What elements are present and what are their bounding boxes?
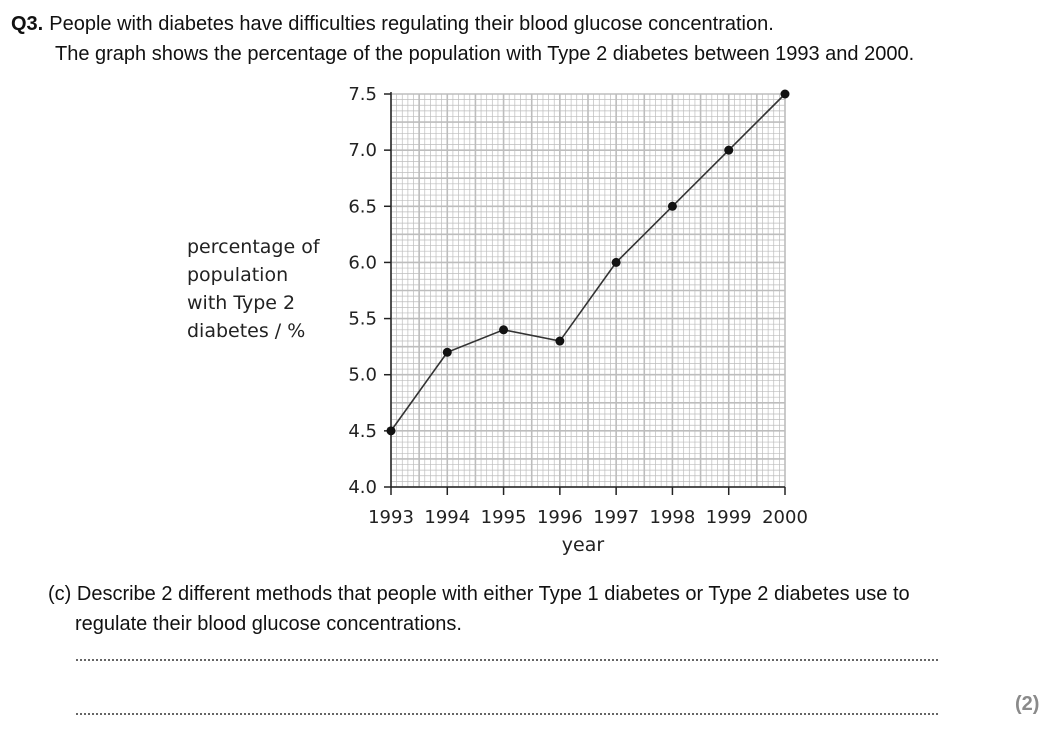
data-point [611, 257, 621, 267]
y-tick-label: 4.0 [348, 477, 377, 498]
y-tick-label: 5.0 [348, 365, 377, 386]
x-tick-label: 1993 [368, 507, 414, 528]
y-tick-label: 7.5 [348, 84, 377, 105]
answer-line-1[interactable] [76, 659, 938, 661]
data-point [724, 145, 734, 155]
y-tick-label: 4.5 [348, 421, 377, 442]
series-line [390, 93, 786, 432]
x-tick-label: 1994 [424, 507, 470, 528]
x-axis-label: year [562, 534, 605, 556]
data-point [386, 426, 396, 436]
x-tick-label: 1995 [481, 507, 527, 528]
data-point [555, 336, 565, 346]
data-point [442, 347, 452, 357]
part-c-line-2: regulate their blood glucose concentrati… [75, 613, 462, 635]
y-tick-label: 7.0 [348, 140, 377, 161]
x-tick-label: 1999 [706, 507, 752, 528]
y-tick-label: 5.5 [348, 309, 377, 330]
y-axis-label: percentage of population with Type 2 dia… [187, 236, 320, 342]
data-point [780, 89, 790, 99]
marks-indicator: (2) [1015, 693, 1040, 715]
data-point [499, 325, 509, 335]
part-c-line-1: (c) Describe 2 different methods that pe… [48, 583, 910, 605]
y-tick-label: 6.5 [348, 196, 377, 217]
data-point [667, 201, 677, 211]
x-tick-label: 1996 [537, 507, 583, 528]
x-tick-label: 1998 [650, 507, 696, 528]
question-number: Q3. [11, 13, 44, 35]
diabetes-line-chart: 4.0 4.5 5.0 5.5 6.0 6.5 7.0 7.5 1993 1994 1995 1996… [348, 84, 808, 556]
x-tick-label: 1997 [593, 507, 639, 528]
question-graph-description: The graph shows the percentage of the po… [55, 43, 915, 65]
y-tick-label: 6.0 [348, 252, 377, 273]
question-intro: Q3. People with diabetes have difficultie… [11, 13, 774, 36]
question-text: People with diabetes have difficulties r… [49, 13, 774, 35]
part-c-question: (c) Describe 2 different methods that pe… [48, 579, 1018, 639]
x-tick-label: 2000 [762, 507, 808, 528]
answer-line-2[interactable] [76, 713, 938, 715]
